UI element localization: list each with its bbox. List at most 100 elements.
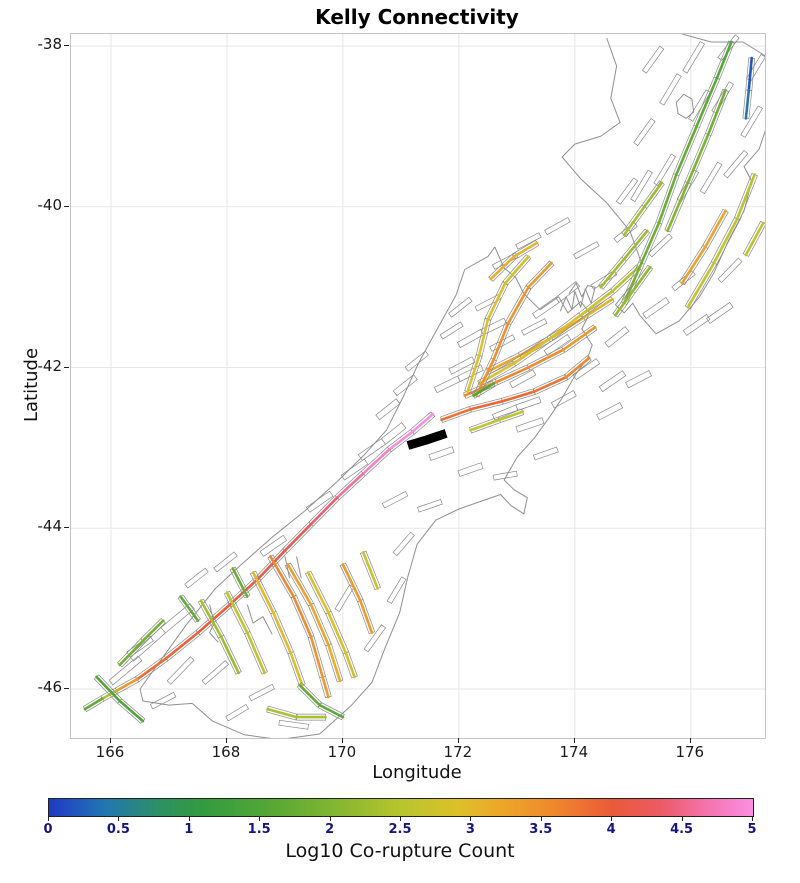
corupture-path-curve-yellow-b [503,255,530,285]
fault-section-trace [386,576,407,604]
corupture-path-clarence-fault [495,366,530,384]
corupture-path-alpine-fault [135,657,168,681]
corupture-path-otago-orange-8 [341,563,362,602]
corupture-path-ni-coast-yellow [712,217,739,265]
corupture-path-alpine-fault [115,677,139,692]
colorbar-tick-label: 0 [43,822,53,837]
y-axis-label: Latitude [21,347,42,423]
fault-section-trace [515,417,545,433]
coastline [681,34,765,57]
x-tick-mark [225,738,227,743]
colorbar-tick-label: 1 [184,822,194,837]
corupture-path-wellington-green [614,289,635,317]
fault-section-trace [723,150,749,179]
fault-section-trace [477,264,642,387]
selected-fault [406,429,448,450]
colorbar-tick-label: 3 [465,822,475,837]
corupture-path-ni-green-2 [686,133,710,184]
fault-section-trace [532,281,581,319]
fault-section-trace [633,118,656,147]
corupture-path-ni-blue [747,56,754,92]
fault-section-trace [201,660,230,685]
corupture-path-ni-green-2 [666,181,690,233]
fault-section-trace [572,358,601,381]
colorbar-label: Log10 Co-rupture Count [285,840,515,862]
fault-section-trace [357,422,407,461]
fault-section-trace [615,177,639,205]
corupture-path-wairau-fault [611,265,640,293]
corupture-path-ni-yellow-mid2 [643,181,664,209]
corupture-path-alpine-fault [283,522,313,553]
fault-section-trace [433,364,484,394]
fault-section-trace [521,318,548,336]
corupture-path-wellington-green [631,265,652,293]
coastline [296,556,302,579]
corupture-path-otago-orange-1 [292,595,313,639]
fault-section-trace [688,89,711,122]
corupture-path-alpine-fault [387,430,414,451]
corupture-path-ni-green-long [715,40,733,80]
corupture-path-otago-yellow-6 [199,599,223,639]
fault-section-trace [184,567,209,589]
fault-section-trace [682,41,705,74]
colorbar-tick-label: 2 [325,822,335,837]
colorbar-tick-label: 3.5 [529,822,553,837]
corupture-path-alpine-fault [335,472,365,500]
y-tick-mark [64,687,69,689]
fault-section-trace [486,296,615,375]
coastline [559,282,596,312]
corupture-path-otago-orange-4 [272,611,292,655]
fault-section-trace [259,534,288,557]
y-tick-label: -42 [37,356,63,375]
fault-section-trace [717,257,743,283]
corupture-path-center-yellow [469,418,501,432]
fault-section-trace [82,411,436,713]
colorbar [48,798,754,817]
fault-section-trace [278,719,309,730]
corupture-path-ni-yellow-mid2 [622,205,646,237]
y-tick-label: -38 [37,35,63,54]
colorbar-tick-mark [540,817,542,821]
corupture-path-hope-fault [501,390,536,403]
fault-section-trace [492,470,518,481]
corupture-path-otago-yellow-3 [327,611,348,655]
corupture-path-ni-orange [680,245,707,285]
corupture-path-otago-orange-1 [309,635,324,679]
fault-section-trace [166,656,195,685]
colorbar-tick-mark [118,817,120,821]
fault-section-trace [213,551,238,573]
fault-section-trace [381,491,409,509]
fault-section-trace [439,321,464,340]
y-tick-mark [64,205,69,207]
corupture-path-southwest-green [118,699,145,723]
corupture-path-ni-orange [703,209,727,249]
fault-section-trace [489,334,516,352]
fault-section-trace [448,296,473,318]
fault-section-trace [671,270,696,292]
colorbar-tick-mark [259,817,261,821]
corupture-path-ni-coast-yellow [735,173,756,221]
corupture-path-center-yellow [498,410,525,422]
corupture-path-south-green [298,683,321,707]
corupture-path-south-yellow [266,707,298,719]
x-tick-mark [573,738,575,743]
fault-section-trace [630,169,653,203]
fault-section-trace [108,655,143,686]
corupture-path-awatere-fault [582,297,614,320]
corupture-path-ni-green-long [695,76,719,128]
corupture-path-otago-orange-4 [251,571,275,614]
corupture-path-otago-yellow-5 [225,591,249,635]
y-tick-label: -40 [37,195,63,214]
corupture-path-curve-yellow-b [477,317,490,357]
fault-section-trace [428,446,455,461]
corupture-path-alpine-fault [361,448,391,475]
fault-section-trace [392,374,418,397]
corupture-path-otago-orange-2 [327,643,342,683]
fault-section-trace [740,105,763,138]
corupture-path-ni-right-yellow [744,221,765,257]
corupture-path-otago-yellow-9 [361,551,380,590]
fault-section-trace [463,324,598,399]
fault-section-trace [305,490,334,513]
corupture-path-center-green [472,382,496,397]
